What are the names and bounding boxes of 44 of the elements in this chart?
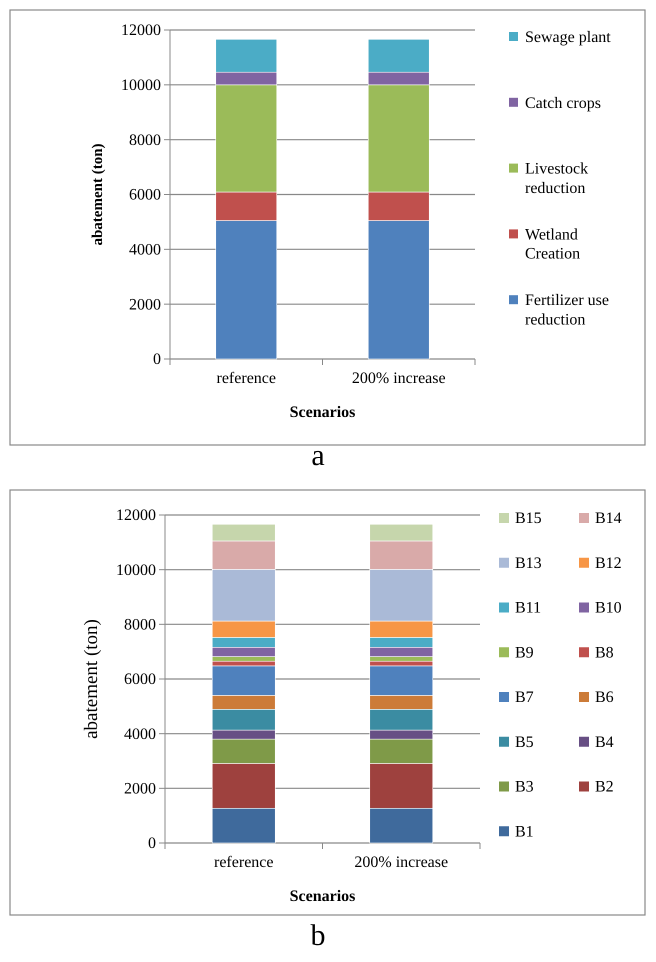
legend-label: B6 — [595, 689, 614, 706]
y-axis-title: abatement (ton) — [81, 619, 102, 739]
legend-label: B13 — [515, 554, 542, 572]
y-tick-label: 0 — [148, 835, 156, 852]
x-tick-label: reference — [216, 370, 276, 387]
text: a — [311, 439, 325, 472]
legend-label: B3 — [515, 778, 534, 796]
y-tick-label: 4000 — [129, 241, 161, 258]
legend-label: B15 — [515, 510, 542, 527]
legend-label: Fertilizer use reduction — [525, 292, 609, 328]
x-axis-title: Scenarios — [290, 888, 356, 905]
y-tick-label: 6000 — [129, 186, 161, 204]
y-tick-label: 2000 — [129, 296, 161, 314]
legend-label: Wetland Creation — [525, 226, 580, 263]
legend-label: B2 — [595, 778, 614, 796]
legend-label: Catch crops — [525, 94, 601, 112]
legend-label: B8 — [595, 644, 614, 662]
legend-label: B4 — [595, 734, 614, 751]
y-tick-label: 12000 — [121, 22, 161, 40]
legend-label: B7 — [515, 689, 534, 706]
y-tick-label: 10000 — [116, 562, 156, 579]
legend-label: B9 — [515, 644, 534, 662]
y-tick-label: 8000 — [124, 616, 156, 634]
legend-label: B5 — [515, 734, 534, 751]
x-tick-label: 200% increase — [354, 854, 448, 871]
y-tick-label: 6000 — [124, 671, 156, 688]
text: b — [310, 919, 326, 952]
legend-label: Livestock reduction — [525, 160, 588, 197]
legend-label: B11 — [515, 600, 542, 616]
y-tick-label: 12000 — [116, 507, 156, 524]
x-axis-title: Scenarios — [290, 404, 356, 421]
legend-label: Sewage plant — [525, 29, 612, 46]
y-tick-label: 0 — [153, 351, 161, 368]
legend-label: B10 — [595, 600, 622, 616]
legend-label: B14 — [595, 510, 622, 527]
legend-label: B12 — [595, 554, 622, 572]
y-tick-label: 10000 — [121, 76, 161, 94]
x-tick-label: reference — [214, 854, 274, 871]
y-tick-label: 8000 — [129, 132, 161, 149]
y-tick-label: 4000 — [124, 726, 156, 743]
y-tick-label: 2000 — [124, 780, 156, 798]
legend-label: B1 — [515, 823, 534, 840]
x-tick-label: 200% increase — [352, 370, 446, 387]
y-axis-title: abatement (ton) — [90, 143, 106, 246]
